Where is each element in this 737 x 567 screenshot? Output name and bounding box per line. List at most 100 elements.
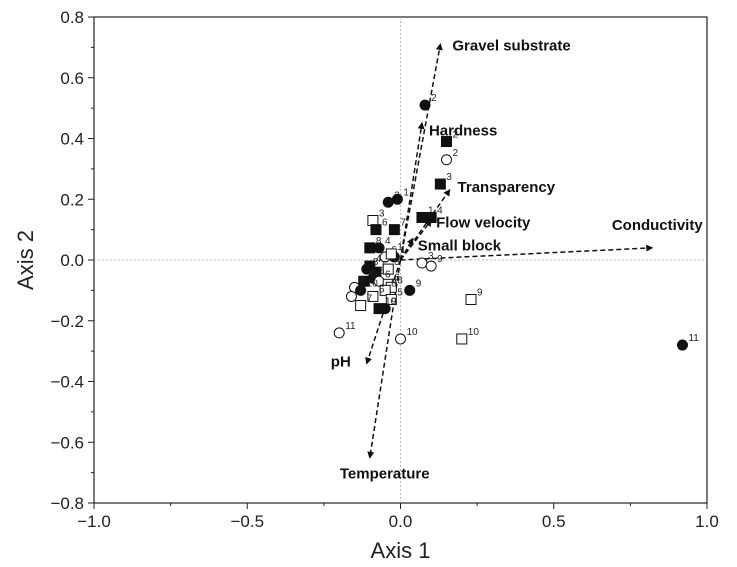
site-point — [440, 136, 452, 148]
site-point — [425, 260, 437, 272]
site-point-label: 1 — [403, 187, 409, 198]
site-point — [465, 293, 477, 305]
site-point — [367, 215, 379, 227]
site-point-label: 3 — [379, 209, 385, 220]
site-point — [385, 248, 397, 260]
vector-arrow — [399, 42, 443, 261]
vector-label: Temperature — [340, 465, 430, 482]
vector-arrow — [367, 259, 402, 459]
site-point-label: 5 — [379, 266, 385, 277]
y-tick-label: −0.4 — [50, 373, 84, 392]
y-tick-label: −0.8 — [50, 494, 84, 513]
y-axis-title: Axis 2 — [13, 230, 38, 290]
site-point-label: 1 — [400, 245, 406, 256]
site-point-label: 8 — [391, 278, 397, 289]
x-tick-label: −1.0 — [77, 512, 111, 531]
site-point-label: 4 — [376, 254, 382, 265]
site-point-label: 10 — [385, 297, 397, 308]
site-point-label: 9 — [391, 297, 397, 308]
site-point — [364, 242, 376, 254]
vector-label: Small block — [418, 238, 502, 255]
y-tick-label: 0.0 — [60, 251, 84, 270]
vector-arrow — [365, 259, 402, 365]
site-point-label: 3 — [428, 251, 434, 262]
vector-label: Hardness — [429, 122, 497, 139]
site-point-label: 8 — [376, 236, 382, 247]
site-point — [404, 284, 416, 296]
site-point — [370, 224, 382, 236]
vector-label: pH — [331, 353, 351, 370]
y-tick-label: 0.4 — [60, 130, 84, 149]
site-point-label: 9 — [416, 278, 422, 289]
site-point — [373, 242, 385, 254]
site-point — [440, 154, 452, 166]
site-point — [355, 300, 367, 312]
site-point-label: 3 — [446, 172, 452, 183]
site-point-label: 6 — [379, 284, 385, 295]
x-tick-label: 0.5 — [542, 512, 566, 531]
site-point — [395, 333, 406, 345]
site-point-label: 9 — [437, 254, 443, 265]
site-point-label: 8 — [361, 275, 367, 286]
site-point — [361, 263, 373, 275]
site-point-label: 2 — [431, 93, 437, 104]
site-point-label: 6 — [382, 218, 388, 229]
zero-lines — [94, 17, 707, 503]
y-axis: −0.8 −0.6 −0.4 −0.2 0.0 0.2 0.4 0.6 0.8 — [50, 8, 94, 513]
site-point-label: 5 — [397, 287, 403, 298]
site-point-label: 5 — [394, 257, 400, 268]
site-point — [385, 293, 397, 305]
x-tick-label: 1.0 — [695, 512, 719, 531]
site-point — [355, 284, 367, 296]
site-point-label: 2 — [452, 130, 458, 141]
site-point — [367, 290, 379, 302]
x-tick-label: −0.5 — [230, 512, 264, 531]
site-point-label: 8 — [397, 275, 403, 286]
site-point — [333, 327, 345, 339]
site-point-label: 7 — [367, 294, 373, 305]
site-point — [379, 303, 391, 315]
site-point — [419, 99, 431, 111]
site-point-label: 10 — [367, 278, 379, 289]
y-tick-label: −0.6 — [50, 433, 84, 452]
site-point — [379, 284, 391, 296]
site-point-label: 11 — [688, 333, 699, 344]
site-points: 2223313761484611468555668810876571099399… — [333, 93, 699, 351]
site-point — [416, 257, 428, 269]
x-tick-label: 0.0 — [389, 512, 413, 531]
site-point-label: 10 — [468, 327, 480, 338]
vector-label: Gravel substrate — [452, 37, 570, 54]
site-point-label: 11 — [345, 321, 356, 332]
y-tick-label: −0.2 — [50, 312, 84, 331]
site-point — [388, 224, 400, 236]
vector-arrow — [399, 237, 414, 261]
site-point — [416, 211, 428, 223]
site-point-label: 8 — [373, 257, 379, 268]
vector-label: Flow velocity — [436, 215, 531, 232]
site-point — [425, 211, 437, 223]
site-point-label: 7 — [400, 218, 406, 229]
site-point-label: 2 — [452, 148, 458, 159]
site-point — [345, 290, 357, 302]
environment-vectors: Gravel substrate Hardness Transparency Flow… — [331, 37, 704, 482]
vector-label: Conductivity — [612, 217, 703, 234]
x-axis: −1.0 −0.5 0.0 0.5 1.0 — [77, 503, 719, 531]
site-point-label: 6 — [385, 269, 391, 280]
y-tick-label: 0.6 — [60, 69, 84, 88]
site-point-label: 4 — [385, 236, 391, 247]
site-point — [382, 263, 394, 275]
site-point-label: 7 — [357, 284, 363, 295]
site-point-label: 1 — [397, 242, 403, 253]
site-point — [676, 339, 688, 351]
site-point — [391, 193, 403, 205]
vector-arrow — [399, 219, 433, 261]
site-point-label: 9 — [477, 287, 483, 298]
y-tick-label: 0.8 — [60, 8, 84, 27]
x-axis-title: Axis 1 — [371, 538, 431, 563]
vector-arrow — [400, 244, 654, 261]
vector-label: Transparency — [458, 179, 556, 196]
site-point — [382, 196, 394, 208]
site-point-label: 6 — [394, 272, 400, 283]
site-point-label: 1 — [428, 205, 434, 216]
